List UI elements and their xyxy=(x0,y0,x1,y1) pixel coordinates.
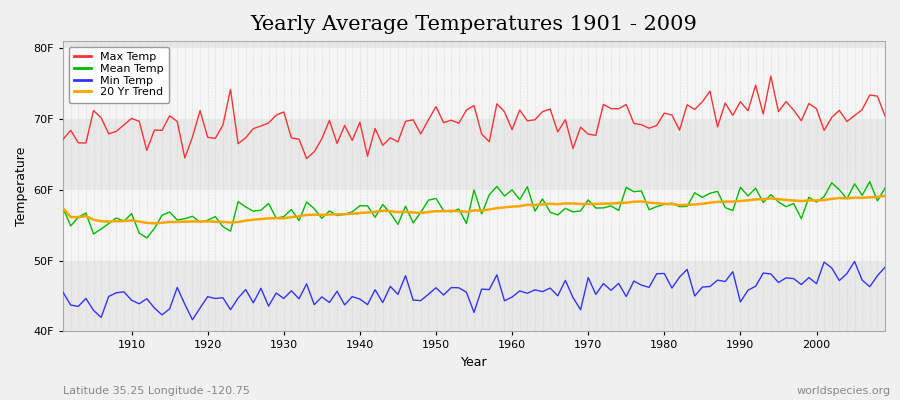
Bar xyxy=(63,0,885,48)
Bar xyxy=(63,190,885,261)
Bar xyxy=(63,261,885,332)
Text: Latitude 35.25 Longitude -120.75: Latitude 35.25 Longitude -120.75 xyxy=(63,386,250,396)
Bar xyxy=(63,48,885,119)
Bar xyxy=(63,119,885,190)
Title: Yearly Average Temperatures 1901 - 2009: Yearly Average Temperatures 1901 - 2009 xyxy=(250,15,698,34)
Legend: Max Temp, Mean Temp, Min Temp, 20 Yr Trend: Max Temp, Mean Temp, Min Temp, 20 Yr Tre… xyxy=(68,47,169,103)
X-axis label: Year: Year xyxy=(461,356,488,369)
Y-axis label: Temperature: Temperature xyxy=(15,146,28,226)
Text: worldspecies.org: worldspecies.org xyxy=(796,386,891,396)
